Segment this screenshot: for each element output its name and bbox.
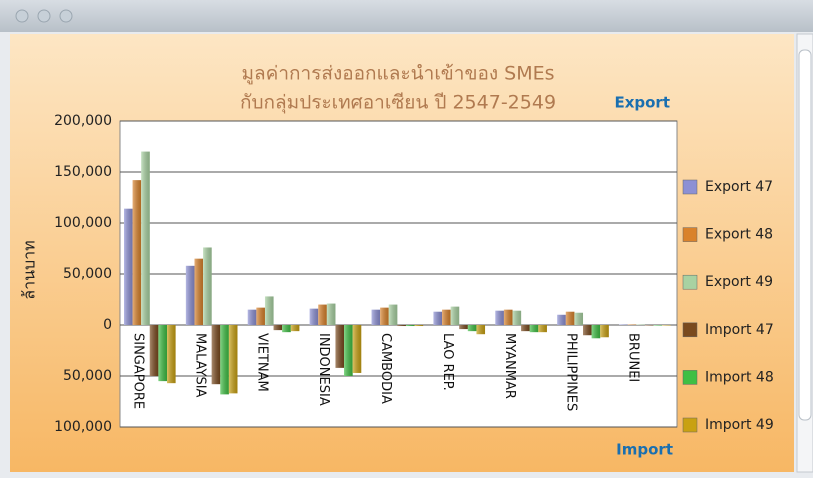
bar-shade — [574, 312, 584, 325]
bar-shade — [442, 309, 451, 325]
bar-shade — [220, 325, 229, 395]
bar-shade — [619, 324, 628, 325]
bar-shade — [211, 325, 221, 385]
bar-shade — [273, 325, 283, 331]
bar-shade — [203, 247, 212, 325]
x-tick-label: VIETNAM — [254, 333, 269, 392]
title-bar — [0, 0, 813, 32]
legend-swatch — [682, 274, 698, 290]
y-tick-label: 150,000 — [54, 164, 112, 180]
y-tick-label: 100,000 — [54, 215, 112, 231]
bar-shade — [335, 325, 345, 368]
bar-shade — [459, 325, 468, 330]
bar-shade — [309, 308, 319, 325]
bar-shade — [405, 325, 415, 327]
y-axis-label: ล้านบาท — [20, 240, 39, 299]
bar-shade — [194, 258, 204, 325]
x-tick-label: SINGAPORE — [131, 333, 146, 409]
x-tick-label: CAMBODIA — [378, 333, 393, 404]
legend-label: Export 48 — [705, 227, 773, 243]
legend-label: Export 47 — [705, 179, 773, 195]
window-button[interactable] — [59, 9, 73, 23]
legend-label: Export 49 — [705, 274, 773, 290]
annotation: Export — [614, 94, 670, 112]
bar-shade — [371, 309, 381, 325]
bar-shade — [662, 325, 671, 326]
bar-shade — [627, 324, 637, 325]
bar-shade — [538, 325, 547, 333]
bar-shade — [503, 309, 513, 325]
bar-shade — [512, 310, 522, 325]
chart-title: มูลค่าการส่งออกและนำเข้าของ SMEs — [241, 63, 554, 85]
bar-shade — [521, 325, 530, 332]
legend-label: Import 47 — [705, 322, 774, 338]
bar-shade — [600, 325, 609, 338]
x-tick-label: BRUNEI — [626, 333, 641, 382]
bar-shade — [644, 325, 654, 326]
legend-swatch — [682, 179, 698, 195]
bar-shade — [388, 304, 398, 325]
bar-shade — [141, 151, 150, 325]
bar-shade — [433, 311, 443, 325]
x-tick-label: MYANMAR — [502, 333, 517, 399]
bar-shade — [467, 325, 477, 332]
bar-shade — [565, 311, 575, 325]
bar-shade — [380, 307, 389, 325]
scroll-thumb[interactable] — [798, 49, 812, 421]
y-tick-label: 0 — [103, 317, 112, 333]
bar-shade — [450, 306, 460, 325]
bar-shade — [282, 325, 291, 333]
bar-shade — [636, 324, 645, 325]
bar-shade — [185, 265, 195, 325]
x-tick-label: LAO REP. — [440, 333, 455, 391]
bar-shade — [344, 325, 353, 376]
window-button[interactable] — [37, 9, 51, 23]
bar-shade — [414, 325, 424, 327]
bar-shade — [653, 325, 663, 326]
window-button[interactable] — [15, 9, 29, 23]
bar-shade — [591, 325, 601, 339]
bar-shade — [583, 325, 592, 336]
chart-title: กับกลุ่มประเทศอาเซียน ปี 2547-2549 — [240, 92, 556, 115]
bar-shade — [158, 325, 167, 382]
x-tick-label: INDONESIA — [316, 333, 331, 406]
bar-shade — [326, 303, 336, 325]
legend-swatch — [682, 417, 698, 433]
bar-shade — [149, 325, 159, 376]
bar-shade — [228, 325, 238, 394]
x-tick-label: MALAYSIA — [192, 333, 207, 398]
y-tick-label: 50,000 — [63, 266, 112, 282]
bar-shade — [124, 208, 133, 325]
bar-shade — [397, 325, 406, 327]
y-tick-label: 50,000 — [63, 368, 112, 384]
legend-label: Import 48 — [705, 369, 774, 385]
bar-shade — [290, 325, 300, 332]
bar-shade — [264, 296, 274, 325]
legend-label: Import 49 — [705, 417, 774, 433]
bar-shade — [247, 309, 257, 325]
annotation: Import — [616, 441, 673, 459]
legend-swatch — [682, 227, 698, 242]
bar-shade — [352, 325, 362, 373]
bar-shade — [476, 325, 486, 335]
bar-shade — [167, 325, 176, 384]
y-tick-label: 200,000 — [54, 113, 112, 129]
legend-swatch — [682, 322, 698, 338]
bar-shade — [318, 304, 327, 325]
bar-shade — [495, 310, 504, 325]
bar-shade — [557, 314, 566, 325]
y-tick-label: 100,000 — [54, 419, 112, 435]
bar-shade — [529, 325, 539, 333]
x-tick-label: PHILIPPINES — [564, 333, 579, 411]
legend-swatch — [682, 370, 698, 385]
bar-shade — [132, 180, 142, 325]
bar-shade — [256, 307, 265, 325]
